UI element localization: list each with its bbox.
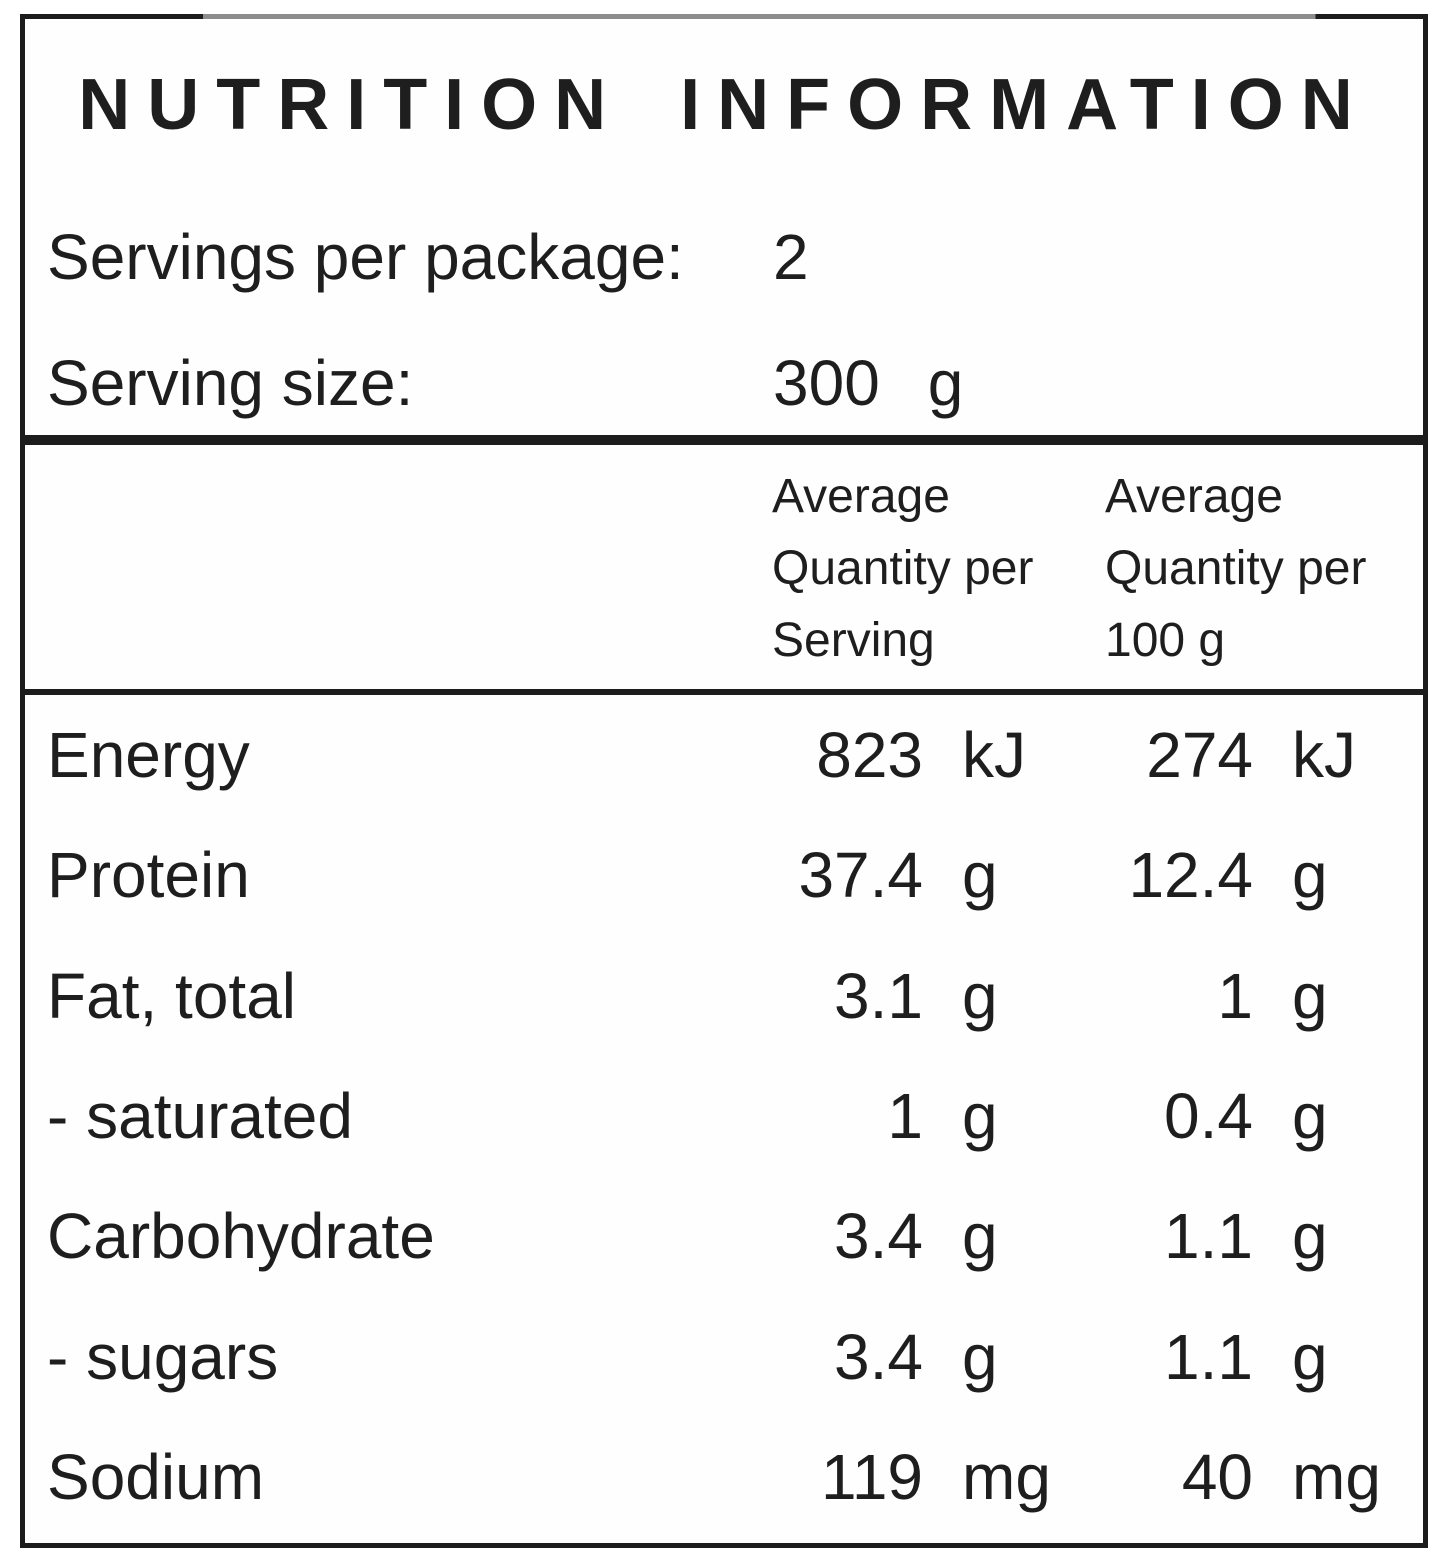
nutrient-label: Protein [47,839,250,912]
nutrient-label: Fat, total [47,959,296,1032]
per-100g-value: 0.4 [1164,1079,1253,1152]
per-serving-value: 823 [816,719,923,792]
per-serving-unit: g [962,839,998,912]
table-row: Protein 37.4 g 12.4 g [25,815,1423,935]
per-serving-unit: kJ [962,719,1026,792]
divider-top [25,435,1423,445]
per-100g-value: 12.4 [1128,839,1253,912]
per-100g-unit: g [1292,1079,1328,1152]
nutrient-label: Sodium [47,1440,264,1513]
per-serving-unit: g [962,1079,998,1152]
table-row: Carbohydrate 3.4 g 1.1 g [25,1176,1423,1296]
servings-per-package-row: Servings per package: 2 [25,217,1423,297]
per-100g-unit: g [1292,1200,1328,1273]
nutrient-label: Carbohydrate [47,1200,435,1273]
serving-size-unit: g [927,347,964,419]
header-per-serving: Average Quantity per Serving [772,470,1034,667]
per-100g-unit: g [1292,1320,1328,1393]
servings-per-package-value: 2 [773,221,809,293]
table-row: - saturated 1 g 0.4 g [25,1056,1423,1176]
per-100g-unit: mg [1292,1440,1381,1513]
per-serving-unit: mg [962,1440,1051,1513]
per-100g-value: 274 [1146,719,1253,792]
table-header: Average Quantity per Serving Average Qua… [25,445,1423,689]
per-serving-value: 3.1 [834,959,923,1032]
nutrient-rows: Energy 823 kJ 274 kJ Protein 37.4 g 12.4 g Fat, to… [25,695,1423,1543]
panel-title: NUTRITION INFORMATION [78,65,1370,145]
per-serving-unit: g [962,959,998,1032]
per-serving-value: 37.4 [798,839,923,912]
per-serving-value: 3.4 [834,1200,923,1273]
table-row: - sugars 3.4 g 1.1 g [25,1296,1423,1416]
per-serving-value: 1 [887,1079,923,1152]
per-100g-unit: g [1292,959,1328,1032]
table-row: Sodium 119 mg 40 mg [25,1417,1423,1537]
header-empty-cell [47,461,772,677]
per-100g-value: 1.1 [1164,1320,1253,1393]
serving-size-label: Serving size: [47,347,414,419]
table-row: Fat, total 3.1 g 1 g [25,936,1423,1056]
nutrient-label: - sugars [47,1320,279,1393]
nutrient-label: - saturated [47,1079,353,1152]
per-serving-value: 3.4 [834,1320,923,1393]
table-row: Energy 823 kJ 274 kJ [25,695,1423,815]
per-100g-value: 40 [1181,1440,1253,1513]
serving-size-row: Serving size: 300 g [25,343,1423,423]
per-100g-unit: g [1292,839,1328,912]
top-border-artifact [20,14,1428,19]
per-serving-unit: g [962,1320,998,1393]
per-serving-value: 119 [820,1440,923,1513]
serving-size-value: 300 [773,347,880,419]
nutrient-label: Energy [47,719,250,792]
nutrition-panel: NUTRITION INFORMATION Servings per packa… [20,14,1428,1548]
serving-size-value-group: 300 g [773,343,1423,423]
per-100g-unit: kJ [1292,719,1356,792]
per-100g-value: 1 [1217,959,1253,1032]
header-per-100g: Average Quantity per 100 g [1105,470,1367,667]
per-100g-value: 1.1 [1164,1200,1253,1273]
divider-header [25,689,1423,695]
per-serving-unit: g [962,1200,998,1273]
servings-per-package-label: Servings per package: [47,221,684,293]
